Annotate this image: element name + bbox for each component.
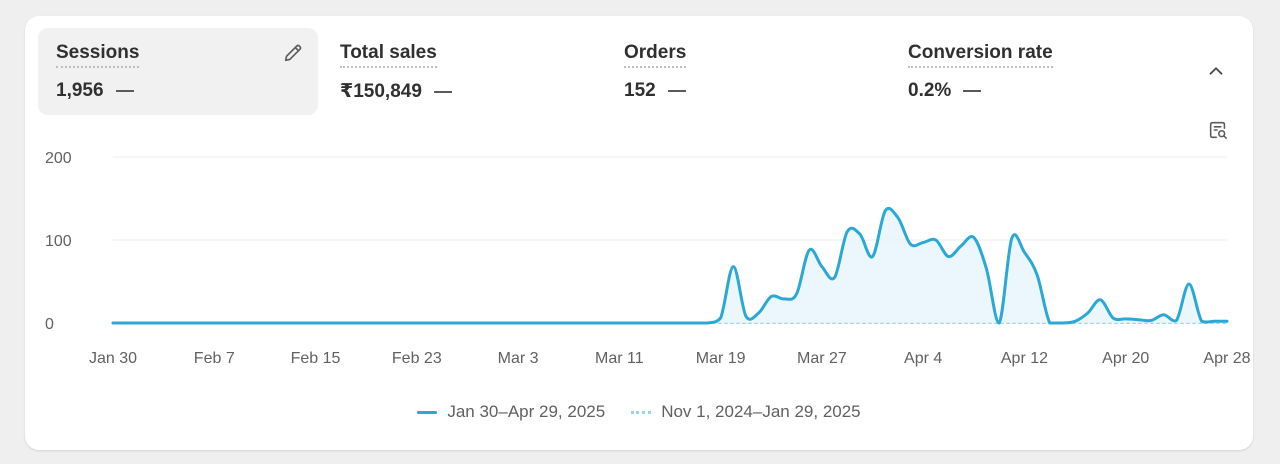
y-tick-label: 200 — [45, 150, 72, 167]
trend-dash-icon — [667, 90, 686, 92]
trend-dash-icon — [115, 90, 134, 92]
metric-value: 152 — [624, 80, 656, 101]
sessions-analytics-card: Sessions 1,956 Total sales ₹150,849 Orde… — [25, 16, 1253, 450]
legend-solid-line-icon — [417, 410, 438, 414]
legend-item-comparison[interactable]: Nov 1, 2024–Jan 29, 2025 — [631, 402, 861, 422]
trend-dash-icon — [963, 90, 982, 92]
x-tick-label: Apr 4 — [904, 350, 942, 367]
x-tick-label: Apr 12 — [1001, 350, 1048, 367]
metric-value: ₹150,849 — [340, 81, 422, 102]
metric-tab-conversion-rate[interactable]: Conversion rate 0.2% — [890, 28, 1170, 115]
sessions-line-chart: 0 100 200 Jan 30 Feb 7 Feb 15 Feb 23 Mar 3 Mar 1… — [45, 150, 1251, 367]
metric-label: Orders — [624, 42, 687, 68]
y-tick-label: 0 — [45, 316, 54, 333]
trend-dash-icon — [433, 90, 452, 93]
metric-value-row: 152 — [624, 80, 868, 102]
y-tick-label: 100 — [45, 233, 72, 250]
metric-tab-sessions[interactable]: Sessions 1,956 — [38, 28, 318, 115]
metric-label: Conversion rate — [908, 42, 1053, 68]
metric-tab-orders[interactable]: Orders 152 — [606, 28, 886, 115]
metric-value: 1,956 — [56, 80, 104, 101]
legend-label: Nov 1, 2024–Jan 29, 2025 — [661, 402, 861, 421]
x-tick-label: Jan 30 — [89, 350, 137, 367]
metric-value-row: 0.2% — [908, 80, 1152, 102]
metric-tabs: Sessions 1,956 Total sales ₹150,849 Orde… — [38, 28, 1218, 115]
x-tick-label: Apr 28 — [1203, 350, 1250, 367]
legend-label: Jan 30–Apr 29, 2025 — [447, 402, 606, 421]
legend-dotted-line-icon — [631, 410, 652, 414]
pencil-icon[interactable] — [282, 42, 304, 64]
series-line-current — [111, 206, 1229, 325]
series-area-current — [113, 208, 1227, 323]
metric-value: 0.2% — [908, 80, 952, 101]
x-tick-label: Apr 20 — [1102, 350, 1149, 367]
legend-item-current[interactable]: Jan 30–Apr 29, 2025 — [417, 402, 605, 422]
metric-tab-total-sales[interactable]: Total sales ₹150,849 — [322, 28, 602, 115]
metric-label: Total sales — [340, 42, 437, 68]
chart-legend: Jan 30–Apr 29, 2025 Nov 1, 2024–Jan 29, … — [25, 402, 1253, 422]
x-tick-label: Mar 19 — [696, 350, 746, 367]
x-tick-label: Feb 23 — [392, 350, 442, 367]
metric-value-row: ₹150,849 — [340, 80, 584, 103]
x-tick-label: Mar 11 — [595, 350, 644, 367]
metric-label: Sessions — [56, 42, 140, 68]
x-tick-label: Mar 3 — [498, 350, 539, 367]
x-tick-label: Mar 27 — [797, 350, 847, 367]
x-tick-label: Feb 7 — [194, 350, 235, 367]
chart-search-icon[interactable] — [1207, 119, 1229, 141]
metric-value-row: 1,956 — [56, 80, 300, 102]
chevron-up-icon[interactable] — [1205, 60, 1227, 82]
x-tick-label: Feb 15 — [291, 350, 341, 367]
